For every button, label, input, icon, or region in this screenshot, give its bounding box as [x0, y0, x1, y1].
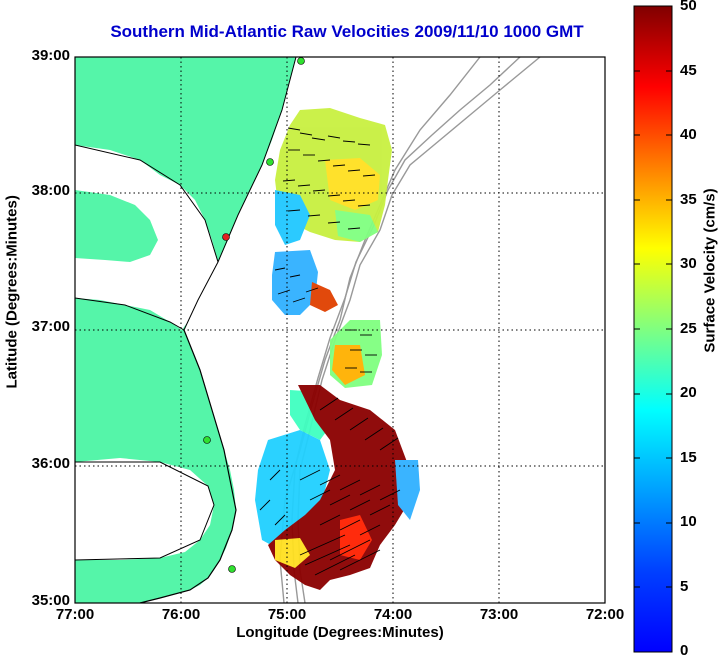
station-markers	[203, 57, 305, 573]
colorbar-tick-label: 40	[680, 126, 697, 143]
colorbar-tick-label: 0	[680, 642, 689, 659]
y-tick-label: 36:00	[31, 455, 70, 472]
sound-water	[75, 458, 214, 560]
x-tick-label: 75:00	[267, 606, 307, 623]
outer-banks	[139, 329, 237, 603]
colorbar-tick-label: 50	[680, 0, 697, 14]
y-tick-label: 38:00	[31, 182, 70, 199]
x-tick-label: 76:00	[161, 606, 201, 623]
y-tick-label: 37:00	[31, 318, 70, 335]
coastline	[75, 57, 297, 561]
colorbar-tick-label: 10	[680, 513, 697, 530]
x-tick-label: 73:00	[479, 606, 519, 623]
colorbar	[633, 5, 673, 653]
colorbar-tick-label: 15	[680, 449, 697, 466]
velocity-patches	[255, 108, 420, 590]
colorbar-tick-label: 5	[680, 578, 689, 595]
x-tick-label: 77:00	[55, 606, 95, 623]
colorbar-tick-label: 30	[680, 255, 697, 272]
colorbar-tick-label: 45	[680, 62, 697, 79]
grid-lines	[75, 57, 605, 603]
y-tick-label: 35:00	[31, 592, 70, 609]
x-axis-label: Longitude (Degrees:Minutes)	[236, 624, 444, 641]
velocity-vectors	[259, 127, 401, 576]
x-tick-label: 72:00	[585, 606, 625, 623]
colorbar-tick-label: 20	[680, 384, 697, 401]
colorbar-ticks	[634, 70, 672, 588]
map-title: Southern Mid-Atlantic Raw Velocities 200…	[110, 22, 584, 41]
colorbar-tick-label: 25	[680, 320, 697, 337]
y-tick-label: 39:00	[31, 47, 70, 64]
colorbar-tick-label: 35	[680, 191, 697, 208]
peninsula	[75, 190, 158, 262]
plot-frame	[74, 56, 606, 604]
x-tick-label: 74:00	[373, 606, 413, 623]
